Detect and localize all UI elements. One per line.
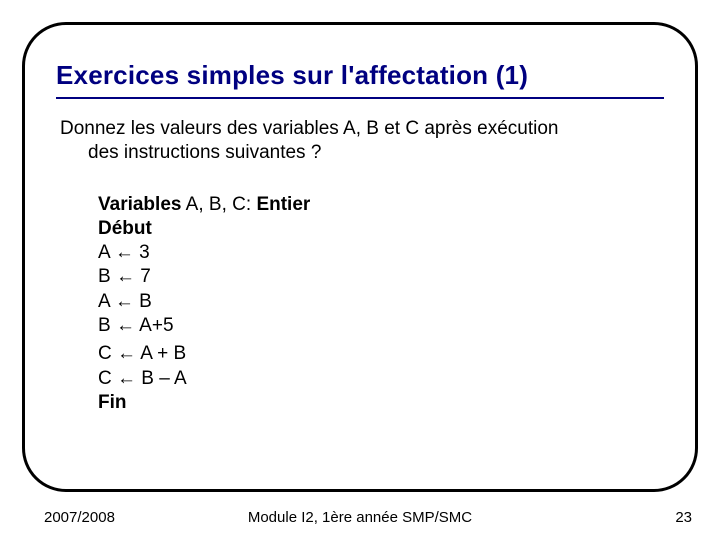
question-line-2: des instructions suivantes ? xyxy=(60,141,664,165)
question-text: Donnez les valeurs des variables A, B et… xyxy=(56,117,664,165)
footer-page-number: 23 xyxy=(675,509,692,526)
slide-content: Exercices simples sur l'affectation (1) … xyxy=(56,60,664,415)
pseudocode-block: Variables A, B, C: Entier Début A ← 3 B … xyxy=(56,193,664,416)
question-line-1: Donnez les valeurs des variables A, B et… xyxy=(60,118,559,139)
keyword-debut: Début xyxy=(98,217,664,241)
keyword-variables: Variables xyxy=(98,194,181,215)
code-text: A, B, C: xyxy=(181,194,256,215)
code-line-5: A ← B xyxy=(98,290,664,314)
slide-title: Exercices simples sur l'affectation (1) xyxy=(56,60,664,99)
code-line-4: B ← 7 xyxy=(98,265,664,289)
keyword-entier: Entier xyxy=(256,194,310,215)
footer-module: Module I2, 1ère année SMP/SMC xyxy=(0,509,720,526)
code-line-3: A ← 3 xyxy=(98,241,664,265)
code-line-8: C ← B – A xyxy=(98,367,664,391)
keyword-fin: Fin xyxy=(98,391,664,415)
code-line-7: C ← A + B xyxy=(98,342,664,366)
slide-footer: 2007/2008 Module I2, 1ère année SMP/SMC … xyxy=(0,500,720,526)
code-line-1: Variables A, B, C: Entier xyxy=(98,193,664,217)
code-line-6: B ← A+5 xyxy=(98,314,664,338)
